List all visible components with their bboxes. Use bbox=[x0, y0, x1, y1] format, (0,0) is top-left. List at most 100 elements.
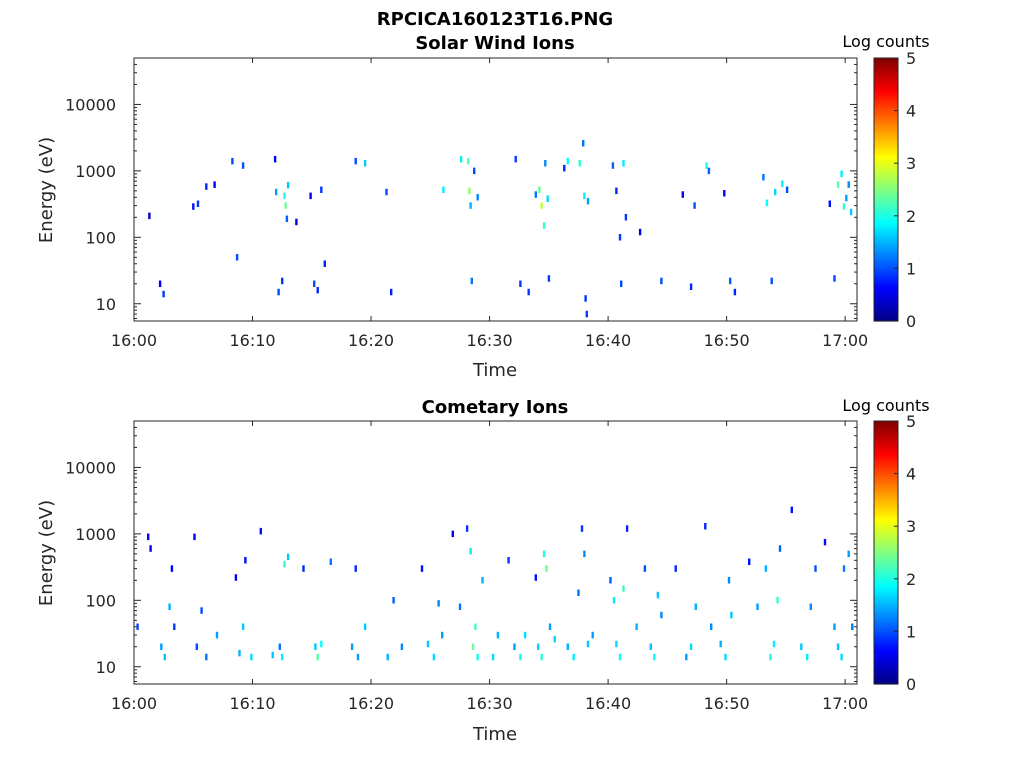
colorbar-tick-label: 5 bbox=[906, 49, 916, 68]
heatmap-cell bbox=[566, 643, 569, 650]
heatmap-cell bbox=[162, 290, 165, 298]
heatmap-cell bbox=[553, 635, 556, 643]
heatmap-cell bbox=[545, 565, 548, 572]
plot-area bbox=[133, 420, 858, 685]
colorbar-segment bbox=[874, 460, 898, 464]
heatmap-cell bbox=[283, 560, 286, 568]
colorbar-segment bbox=[874, 646, 898, 650]
colorbar-segment bbox=[874, 248, 898, 252]
heatmap-cell bbox=[548, 623, 552, 630]
heatmap-cell bbox=[851, 623, 854, 630]
colorbar-segment bbox=[874, 651, 898, 654]
colorbar-segment bbox=[874, 585, 898, 589]
colorbar-segment bbox=[874, 530, 898, 534]
colorbar-segment bbox=[874, 237, 898, 241]
colorbar: 0 1 2 3 4 5 bbox=[873, 412, 916, 694]
colorbar-segment bbox=[874, 653, 898, 657]
heatmap-cell bbox=[170, 565, 174, 572]
colorbar-segment bbox=[874, 250, 898, 254]
colorbar-segment bbox=[874, 559, 898, 562]
heatmap-cell bbox=[474, 623, 477, 630]
colorbar-segment bbox=[874, 423, 898, 426]
colorbar-segment bbox=[874, 598, 898, 602]
heatmap-cells bbox=[148, 140, 853, 318]
colorbar-segment bbox=[874, 519, 898, 523]
heatmap-cells bbox=[136, 506, 854, 661]
heatmap-cell bbox=[547, 275, 551, 282]
colorbar-segment bbox=[874, 66, 898, 70]
heatmap-cell bbox=[309, 192, 312, 200]
heatmap-cell bbox=[459, 155, 463, 163]
y-tick-label: 10000 bbox=[65, 95, 116, 114]
colorbar-segment bbox=[874, 110, 898, 114]
heatmap-cell bbox=[467, 157, 470, 165]
colorbar-segment bbox=[874, 235, 898, 239]
colorbar-segment bbox=[874, 596, 898, 600]
colorbar-segment bbox=[874, 482, 898, 486]
heatmap-cell bbox=[622, 160, 625, 167]
colorbar-segment bbox=[874, 499, 898, 503]
colorbar-segment bbox=[874, 517, 898, 521]
heatmap-cell bbox=[582, 140, 585, 147]
heatmap-cell bbox=[469, 202, 472, 209]
colorbar-segment bbox=[874, 484, 898, 488]
x-tick-label: 16:20 bbox=[348, 331, 394, 350]
colorbar-segment bbox=[874, 554, 898, 558]
colorbar-segment bbox=[874, 196, 898, 199]
panel-title: Solar Wind Ions bbox=[415, 33, 574, 54]
colorbar-segment bbox=[874, 561, 898, 565]
heatmap-cell bbox=[507, 557, 510, 564]
heatmap-cell bbox=[286, 553, 290, 561]
colorbar-segment bbox=[874, 290, 898, 294]
colorbar-segment bbox=[874, 108, 898, 112]
colorbar-segment bbox=[874, 147, 898, 151]
colorbar-segment bbox=[874, 618, 898, 622]
colorbar-segment bbox=[874, 274, 898, 278]
heatmap-cell bbox=[833, 623, 836, 630]
heatmap-cell bbox=[281, 277, 284, 285]
heatmap-cell bbox=[828, 200, 831, 207]
heatmap-cell bbox=[316, 653, 319, 661]
axes: 16:00 16:10 16:20 16:30 16:40 16:50 17:00 10 100… bbox=[65, 57, 868, 350]
colorbar-segment bbox=[874, 659, 898, 663]
colorbar-segment bbox=[874, 316, 898, 320]
heatmap-cell bbox=[580, 525, 584, 532]
colorbar-segment bbox=[874, 211, 898, 215]
colorbar-segment bbox=[874, 436, 898, 440]
heatmap-cell bbox=[231, 157, 234, 165]
colorbar-segment bbox=[874, 495, 898, 499]
colorbar-segment bbox=[874, 475, 898, 479]
colorbar-segment bbox=[874, 513, 898, 516]
heatmap-cell bbox=[354, 157, 357, 165]
colorbar-segment bbox=[874, 299, 898, 302]
figure-title: RPCICA160123T16.PNG bbox=[377, 9, 613, 30]
colorbar-segment bbox=[874, 176, 898, 180]
heatmap-cell bbox=[286, 181, 290, 189]
heatmap-cell bbox=[615, 187, 618, 195]
heatmap-cell bbox=[790, 506, 793, 514]
colorbar-segment bbox=[874, 167, 898, 171]
colorbar-tick-label: 1 bbox=[906, 622, 916, 641]
colorbar-segment bbox=[874, 624, 898, 628]
colorbar-segment bbox=[874, 121, 898, 125]
colorbar-segment bbox=[874, 255, 898, 259]
heatmap-cell bbox=[660, 277, 663, 285]
colorbar-segment bbox=[874, 312, 898, 316]
heatmap-cell bbox=[764, 565, 767, 572]
colorbar-segment bbox=[874, 640, 898, 643]
heatmap-cell bbox=[769, 653, 772, 661]
heatmap-cell bbox=[730, 611, 733, 619]
x-tick-label: 16:30 bbox=[467, 331, 513, 350]
heatmap-cell bbox=[313, 280, 316, 287]
colorbar-segment bbox=[874, 152, 898, 156]
colorbar-segment bbox=[874, 233, 898, 237]
colorbar-segment bbox=[874, 541, 898, 545]
colorbar-segment bbox=[874, 244, 898, 248]
colorbar-segment bbox=[874, 224, 898, 228]
heatmap-cell bbox=[148, 212, 151, 220]
heatmap-cell bbox=[845, 194, 848, 202]
colorbar-segment bbox=[874, 576, 898, 580]
colorbar-segment bbox=[874, 285, 898, 289]
colorbar-segment bbox=[874, 504, 898, 508]
colorbar-segment bbox=[874, 73, 898, 77]
